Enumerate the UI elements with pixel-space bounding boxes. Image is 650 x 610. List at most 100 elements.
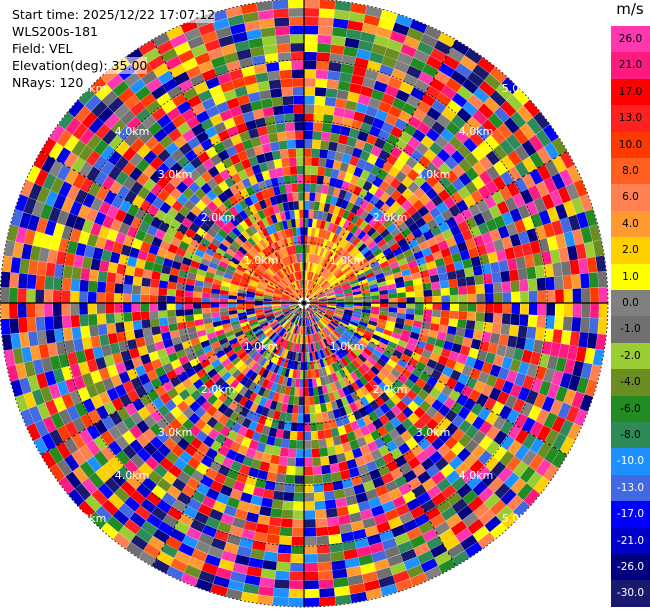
velocity-gate: [369, 313, 379, 319]
velocity-gate: [291, 342, 296, 352]
velocity-gate: [2, 334, 13, 351]
velocity-gate: [118, 371, 131, 384]
velocity-gate: [440, 85, 457, 100]
velocity-gate: [412, 199, 425, 211]
velocity-gate: [167, 288, 176, 297]
velocity-gate: [202, 495, 216, 509]
velocity-gate: [196, 368, 207, 379]
velocity-gate: [264, 398, 273, 409]
velocity-gate: [137, 345, 149, 357]
colorbar-tick-label: 6.0: [622, 191, 639, 204]
velocity-gate: [246, 566, 262, 577]
velocity-gate: [82, 398, 96, 413]
velocity-gate: [350, 371, 359, 382]
velocity-gate: [320, 330, 327, 339]
velocity-gate: [321, 317, 329, 325]
velocity-gate: [464, 48, 483, 64]
velocity-gate: [419, 400, 432, 413]
velocity-gate: [324, 347, 331, 357]
velocity-gate: [344, 295, 354, 299]
velocity-gate: [423, 365, 435, 376]
velocity-gate: [445, 236, 457, 248]
velocity-gate: [555, 357, 567, 373]
velocity-gate: [451, 343, 462, 354]
velocity-gate: [262, 488, 275, 500]
velocity-gate: [390, 227, 401, 238]
velocity-gate: [465, 376, 478, 389]
velocity-gate: [382, 349, 393, 359]
velocity-gate: [450, 369, 462, 382]
velocity-gate: [430, 369, 442, 381]
velocity-gate: [328, 454, 338, 465]
velocity-gate: [306, 326, 309, 335]
velocity-gate: [78, 231, 90, 245]
velocity-gate: [538, 380, 552, 396]
velocity-gate: [431, 99, 447, 114]
velocity-gate: [329, 463, 340, 474]
velocity-gate: [214, 529, 229, 542]
velocity-gate: [323, 284, 331, 291]
velocity-gate: [281, 294, 291, 299]
velocity-gate: [345, 303, 354, 306]
velocity-gate: [293, 343, 298, 352]
velocity-gate: [504, 247, 516, 260]
velocity-gate: [135, 385, 147, 398]
velocity-gate: [319, 358, 325, 368]
velocity-gate: [244, 378, 253, 389]
velocity-gate: [355, 206, 365, 218]
velocity-gate: [430, 48, 447, 63]
velocity-gate: [262, 388, 271, 399]
velocity-gate: [357, 324, 367, 331]
velocity-gate: [325, 325, 333, 334]
velocity-gate: [384, 387, 395, 399]
velocity-gate: [294, 484, 304, 493]
velocity-gate: [123, 303, 132, 313]
velocity-gate: [368, 184, 379, 195]
velocity-gate: [499, 405, 513, 420]
velocity-gate: [272, 305, 281, 308]
velocity-gate: [426, 485, 442, 499]
velocity-gate: [61, 277, 72, 291]
velocity-gate: [536, 164, 552, 181]
range-ring-label: 3.0km: [158, 168, 193, 181]
velocity-gate: [381, 121, 394, 134]
velocity-gate: [110, 374, 123, 388]
velocity-gate: [410, 149, 424, 162]
velocity-gate: [193, 285, 203, 293]
velocity-gate: [257, 80, 270, 92]
velocity-gate: [411, 228, 423, 239]
velocity-gate: [301, 308, 304, 318]
velocity-gate: [555, 203, 568, 220]
velocity-gate: [291, 324, 296, 333]
velocity-gate: [471, 176, 486, 190]
velocity-gate: [295, 334, 299, 344]
velocity-gate: [579, 394, 593, 412]
velocity-gate: [262, 359, 271, 369]
velocity-gate: [263, 44, 278, 55]
velocity-gate: [359, 199, 370, 210]
velocity-gate: [386, 237, 397, 248]
velocity-gate: [289, 324, 295, 333]
velocity-gate: [185, 284, 195, 292]
velocity-gate: [377, 464, 391, 477]
velocity-gate: [293, 307, 300, 314]
velocity-gate: [282, 320, 290, 328]
velocity-gate: [158, 310, 168, 319]
velocity-gate: [349, 350, 358, 360]
velocity-gate: [543, 328, 554, 343]
velocity-gate: [379, 529, 394, 542]
velocity-gate: [430, 225, 442, 237]
velocity-gate: [124, 402, 138, 416]
velocity-gate: [475, 125, 491, 141]
velocity-gate: [298, 405, 304, 414]
velocity-gate: [365, 327, 375, 334]
velocity-gate: [412, 129, 426, 143]
velocity-gate: [419, 168, 432, 181]
velocity-gate: [306, 280, 309, 289]
velocity-gate: [229, 287, 239, 293]
velocity-gate: [9, 287, 18, 303]
velocity-gate: [234, 330, 244, 338]
velocity-gate: [397, 257, 408, 267]
velocity-gate: [584, 241, 596, 258]
velocity-gate: [567, 423, 582, 441]
